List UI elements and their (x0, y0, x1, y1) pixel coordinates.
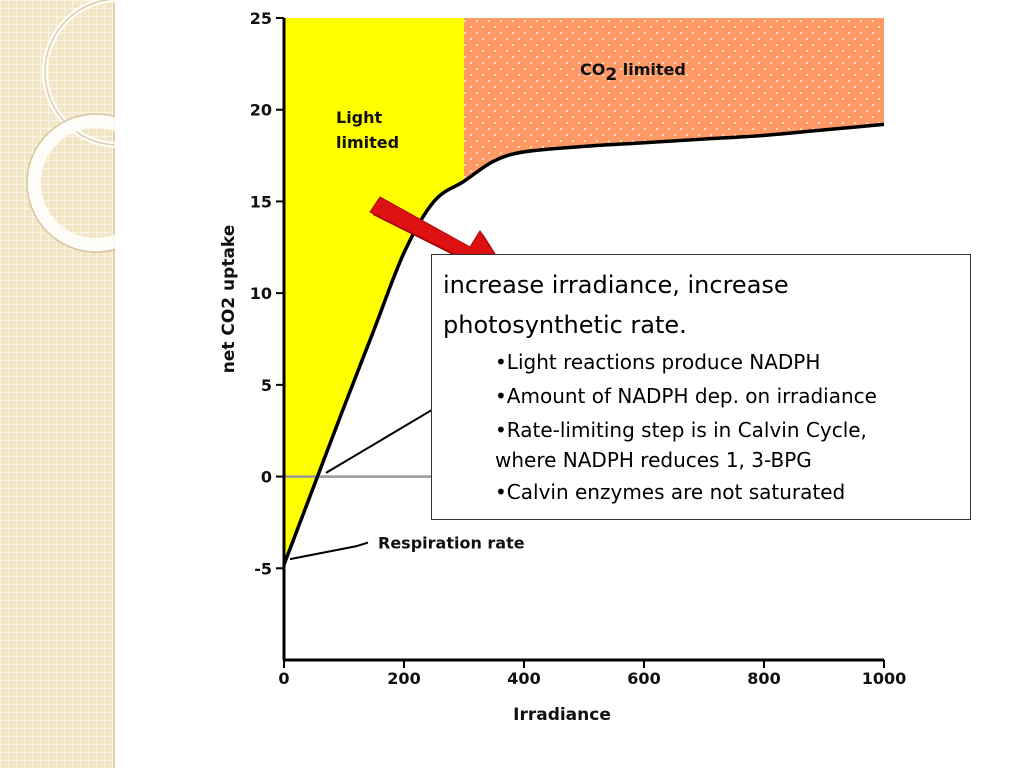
x-tick-label: 800 (747, 669, 780, 688)
y-tick-label: -5 (254, 559, 272, 578)
compensation-leader-line (325, 407, 435, 474)
callout-bullet-2: •Amount of NADPH dep. on irradiance (495, 384, 877, 408)
region-label-co2: CO2 limited (580, 60, 686, 85)
y-tick-label: 5 (261, 376, 272, 395)
x-axis-title: Irradiance (513, 705, 611, 725)
callout-title-line-2: photosynthetic rate. (443, 311, 687, 339)
callout-title-line-1: increase irradiance, increase (443, 271, 789, 299)
respiration-rate-label: Respiration rate (378, 534, 525, 553)
region-label-light-0: Light (336, 108, 383, 127)
callout-bullet-1: •Light reactions produce NADPH (495, 350, 821, 374)
x-tick-label: 600 (627, 669, 660, 688)
region-label-co2-sub: 2 (605, 65, 617, 85)
x-tick-label: 400 (507, 669, 540, 688)
y-tick-label: 20 (250, 101, 272, 120)
y-tick-label: 10 (250, 284, 272, 303)
region-dots-1 (464, 18, 884, 182)
region-label-light-1: limited (336, 133, 399, 152)
y-axis-title: net CO2 uptake (219, 225, 239, 374)
x-tick-label: 200 (387, 669, 420, 688)
decorative-side-panel (0, 0, 194, 768)
callout-bullet-3: •Rate-limiting step is in Calvin Cycle, (495, 418, 867, 442)
y-tick-label: 15 (250, 192, 272, 211)
region-label-co2-main: CO (580, 60, 605, 79)
x-tick-label: 1000 (862, 669, 907, 688)
y-tick-label: 0 (261, 468, 272, 487)
region-fill-0 (284, 18, 464, 565)
callout-bullet-3-continued: where NADPH reduces 1, 3-BPG (495, 448, 812, 472)
respiration-leader-line (289, 541, 369, 561)
region-label-co2-tail: limited (617, 60, 686, 79)
callout-bullet-4: •Calvin enzymes are not saturated (495, 480, 846, 504)
y-tick-label: 25 (250, 9, 272, 28)
x-tick-label: 0 (278, 669, 289, 688)
callout-box: increase irradiance, increase photosynth… (431, 254, 971, 520)
response-curve (282, 122, 885, 566)
callout-title: increase irradiance, increase photosynth… (443, 265, 960, 345)
